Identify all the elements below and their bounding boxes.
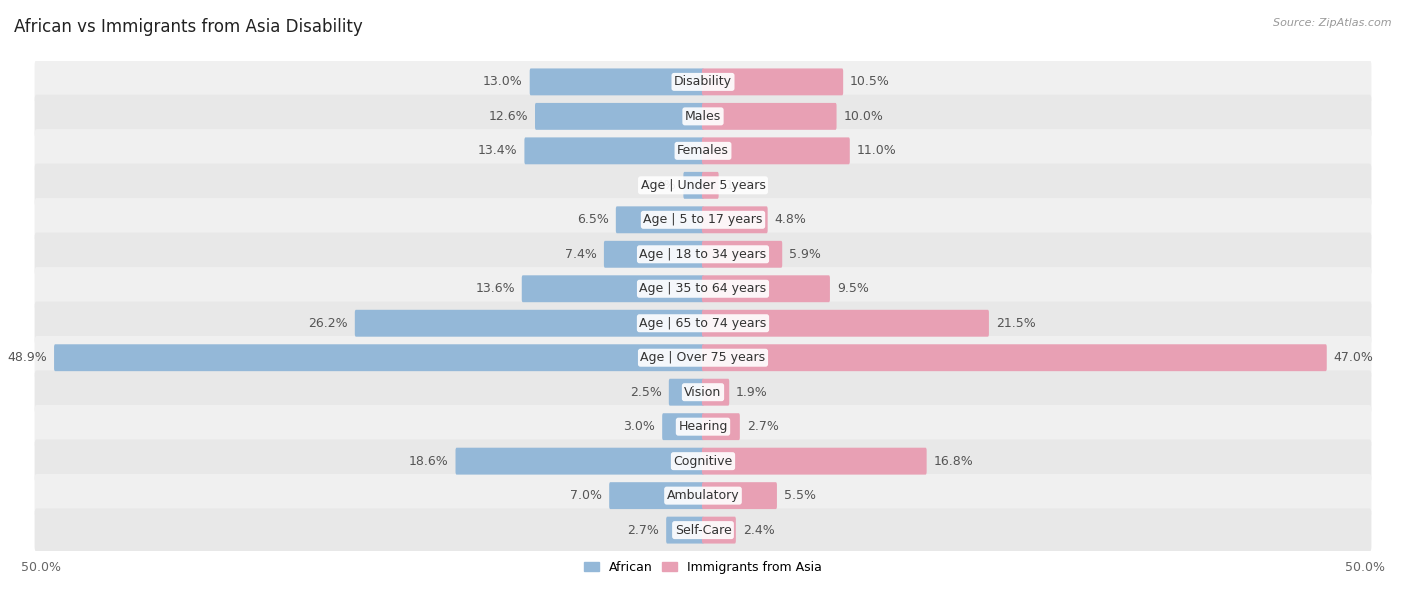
Text: Age | 35 to 64 years: Age | 35 to 64 years	[640, 282, 766, 295]
FancyBboxPatch shape	[522, 275, 704, 302]
Text: Males: Males	[685, 110, 721, 123]
Text: 5.9%: 5.9%	[789, 248, 821, 261]
FancyBboxPatch shape	[35, 405, 1371, 449]
Text: Ambulatory: Ambulatory	[666, 489, 740, 502]
FancyBboxPatch shape	[35, 370, 1371, 414]
Text: 2.4%: 2.4%	[742, 524, 775, 537]
FancyBboxPatch shape	[35, 198, 1371, 242]
Text: 13.4%: 13.4%	[478, 144, 517, 157]
Text: 2.7%: 2.7%	[627, 524, 659, 537]
FancyBboxPatch shape	[669, 379, 704, 406]
Text: 5.5%: 5.5%	[783, 489, 815, 502]
FancyBboxPatch shape	[702, 482, 778, 509]
Text: 10.0%: 10.0%	[844, 110, 883, 123]
FancyBboxPatch shape	[702, 275, 830, 302]
Text: 2.7%: 2.7%	[747, 420, 779, 433]
Text: 13.0%: 13.0%	[484, 75, 523, 88]
Text: Source: ZipAtlas.com: Source: ZipAtlas.com	[1274, 18, 1392, 28]
Text: 10.5%: 10.5%	[851, 75, 890, 88]
FancyBboxPatch shape	[683, 172, 704, 199]
FancyBboxPatch shape	[53, 345, 704, 371]
Text: Age | Under 5 years: Age | Under 5 years	[641, 179, 765, 192]
Text: 21.5%: 21.5%	[995, 317, 1036, 330]
FancyBboxPatch shape	[702, 103, 837, 130]
Text: 13.6%: 13.6%	[475, 282, 515, 295]
Text: 4.8%: 4.8%	[775, 214, 807, 226]
Text: Females: Females	[678, 144, 728, 157]
Text: 18.6%: 18.6%	[409, 455, 449, 468]
FancyBboxPatch shape	[35, 439, 1371, 483]
Text: 6.5%: 6.5%	[576, 214, 609, 226]
FancyBboxPatch shape	[35, 474, 1371, 517]
Text: Vision: Vision	[685, 386, 721, 398]
FancyBboxPatch shape	[35, 509, 1371, 552]
FancyBboxPatch shape	[702, 172, 718, 199]
Text: Self-Care: Self-Care	[675, 524, 731, 537]
FancyBboxPatch shape	[35, 129, 1371, 173]
Text: 7.4%: 7.4%	[565, 248, 598, 261]
Text: 48.9%: 48.9%	[7, 351, 48, 364]
FancyBboxPatch shape	[662, 413, 704, 440]
Text: Age | Over 75 years: Age | Over 75 years	[641, 351, 765, 364]
FancyBboxPatch shape	[702, 379, 730, 406]
Text: 12.6%: 12.6%	[488, 110, 529, 123]
Text: 3.0%: 3.0%	[623, 420, 655, 433]
FancyBboxPatch shape	[702, 413, 740, 440]
FancyBboxPatch shape	[702, 206, 768, 233]
FancyBboxPatch shape	[35, 60, 1371, 103]
FancyBboxPatch shape	[702, 448, 927, 474]
FancyBboxPatch shape	[609, 482, 704, 509]
FancyBboxPatch shape	[35, 336, 1371, 379]
FancyBboxPatch shape	[456, 448, 704, 474]
FancyBboxPatch shape	[702, 138, 849, 164]
Text: 7.0%: 7.0%	[571, 489, 602, 502]
FancyBboxPatch shape	[35, 267, 1371, 310]
Text: 2.5%: 2.5%	[630, 386, 662, 398]
FancyBboxPatch shape	[702, 310, 988, 337]
Text: Cognitive: Cognitive	[673, 455, 733, 468]
FancyBboxPatch shape	[702, 241, 782, 267]
FancyBboxPatch shape	[35, 95, 1371, 138]
Text: Age | 65 to 74 years: Age | 65 to 74 years	[640, 317, 766, 330]
Text: Disability: Disability	[673, 75, 733, 88]
Text: 47.0%: 47.0%	[1334, 351, 1374, 364]
Legend: African, Immigrants from Asia: African, Immigrants from Asia	[579, 556, 827, 579]
FancyBboxPatch shape	[666, 517, 704, 543]
FancyBboxPatch shape	[702, 69, 844, 95]
FancyBboxPatch shape	[35, 302, 1371, 345]
Text: Hearing: Hearing	[678, 420, 728, 433]
Text: 11.0%: 11.0%	[856, 144, 897, 157]
FancyBboxPatch shape	[702, 345, 1327, 371]
Text: 16.8%: 16.8%	[934, 455, 973, 468]
Text: 9.5%: 9.5%	[837, 282, 869, 295]
Text: 1.9%: 1.9%	[737, 386, 768, 398]
FancyBboxPatch shape	[354, 310, 704, 337]
FancyBboxPatch shape	[35, 233, 1371, 276]
Text: Age | 5 to 17 years: Age | 5 to 17 years	[644, 214, 762, 226]
Text: African vs Immigrants from Asia Disability: African vs Immigrants from Asia Disabili…	[14, 18, 363, 36]
FancyBboxPatch shape	[605, 241, 704, 267]
FancyBboxPatch shape	[536, 103, 704, 130]
Text: 26.2%: 26.2%	[308, 317, 347, 330]
Text: 1.4%: 1.4%	[645, 179, 676, 192]
FancyBboxPatch shape	[702, 517, 735, 543]
Text: 1.1%: 1.1%	[725, 179, 758, 192]
FancyBboxPatch shape	[530, 69, 704, 95]
FancyBboxPatch shape	[616, 206, 704, 233]
Text: Age | 18 to 34 years: Age | 18 to 34 years	[640, 248, 766, 261]
FancyBboxPatch shape	[524, 138, 704, 164]
FancyBboxPatch shape	[35, 163, 1371, 207]
